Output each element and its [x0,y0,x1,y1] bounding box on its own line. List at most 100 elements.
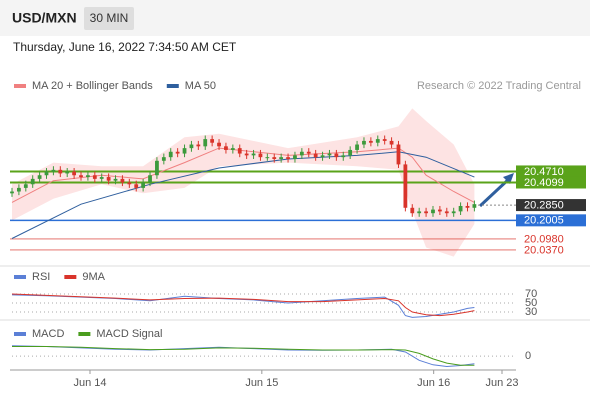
candle-body [458,205,463,212]
candle-body [403,164,408,208]
level-label-box [516,199,586,212]
interval-button[interactable] [84,7,134,30]
candle-body [92,175,97,179]
legend-swatch [14,84,26,88]
candle-body [134,184,139,188]
candle-body [437,209,442,212]
candle-body [155,160,159,176]
legend-label: RSI [32,271,50,283]
candle-body [299,151,304,156]
candle-body [244,153,249,156]
legend-swatch [14,332,26,336]
candle-body [113,178,118,181]
candle-body [196,144,201,147]
candle-body [217,142,221,147]
y-tick-label: 0 [525,350,531,362]
candle-body [341,155,346,158]
candle-body [127,182,132,185]
candle-body [99,177,104,179]
candle-body [389,140,394,145]
x-tick-label: Jun 23 [485,377,518,389]
candle-body [17,187,21,192]
candle-body [355,144,359,150]
legend-swatch [166,84,179,88]
candle-body [230,148,235,150]
y-tick-label: 30 [525,306,537,318]
level-label: 20.4099 [524,177,564,189]
candle-body [37,175,42,179]
candle-body [424,211,428,214]
candle-body [58,169,63,174]
candle-body [44,171,49,176]
level-label: 20.4710 [524,166,564,178]
candle-body [148,175,152,183]
candle-body [444,211,449,214]
candle-body [251,153,256,156]
series-line [11,293,475,317]
symbol: USD/MXN [12,10,77,26]
legend-label: 9MA [82,271,105,283]
candle-body [451,211,456,214]
interval[interactable]: 30 MIN [90,11,129,25]
series-line [11,294,475,318]
candle-body [210,139,215,143]
candle-body [362,140,366,145]
candle-body [120,178,125,183]
candle-body [313,153,318,158]
level-label-box [516,176,586,189]
candle-body [161,157,166,161]
candle-body [86,175,90,178]
credit: Research © 2022 Trading Central [417,80,581,92]
series-line [12,346,475,366]
x-tick-label: Jun 15 [245,377,278,389]
candle-body [141,182,146,188]
legend-swatch [64,275,77,279]
candle-body [472,204,477,208]
legend-swatch [14,275,26,279]
level-label: 20.0370 [524,244,564,256]
candle-body [189,144,194,149]
candle-body [348,149,353,156]
candle-body [65,171,70,174]
legend-swatch [78,332,91,336]
level-label: 20.2005 [524,215,564,227]
candle-body [175,151,180,154]
candle-body [10,191,14,194]
candle-body [334,153,339,158]
candle-body [327,153,332,156]
candle-body [306,151,311,154]
level-label: 20.0980 [524,233,564,245]
candle-body [320,155,325,158]
timestamp: Thursday, June 16, 2022 7:34:50 AM CET [13,40,237,54]
candle-body [286,157,290,159]
candle-body [431,209,435,214]
candle-body [368,140,373,143]
candle-body [23,184,28,188]
candle-body [30,178,35,185]
legend-label: MA 50 [185,80,216,92]
candle-body [51,169,56,172]
candle-body [410,207,415,214]
candle-body [72,171,77,176]
series-line [11,345,475,368]
candle-body [465,205,470,208]
x-tick-label: Jun 16 [417,377,450,389]
legend-label: MACD Signal [96,328,162,340]
x-tick-label: Jun 14 [73,377,106,389]
level-label-box [516,165,586,178]
candle-body [203,139,208,147]
y-tick-label: 70 [525,288,537,300]
legend-label: MACD [32,328,64,340]
candle-body [279,157,284,159]
candle-body [382,139,387,141]
candle-body [258,153,263,158]
candle-body [182,148,187,154]
level-label: 20.2850 [524,199,564,211]
level-label-box [516,214,586,227]
candle-body [106,177,111,181]
y-tick-label: 50 [525,297,537,309]
candle-body [272,157,277,159]
candle-body [396,144,401,165]
candle-body [224,146,228,150]
